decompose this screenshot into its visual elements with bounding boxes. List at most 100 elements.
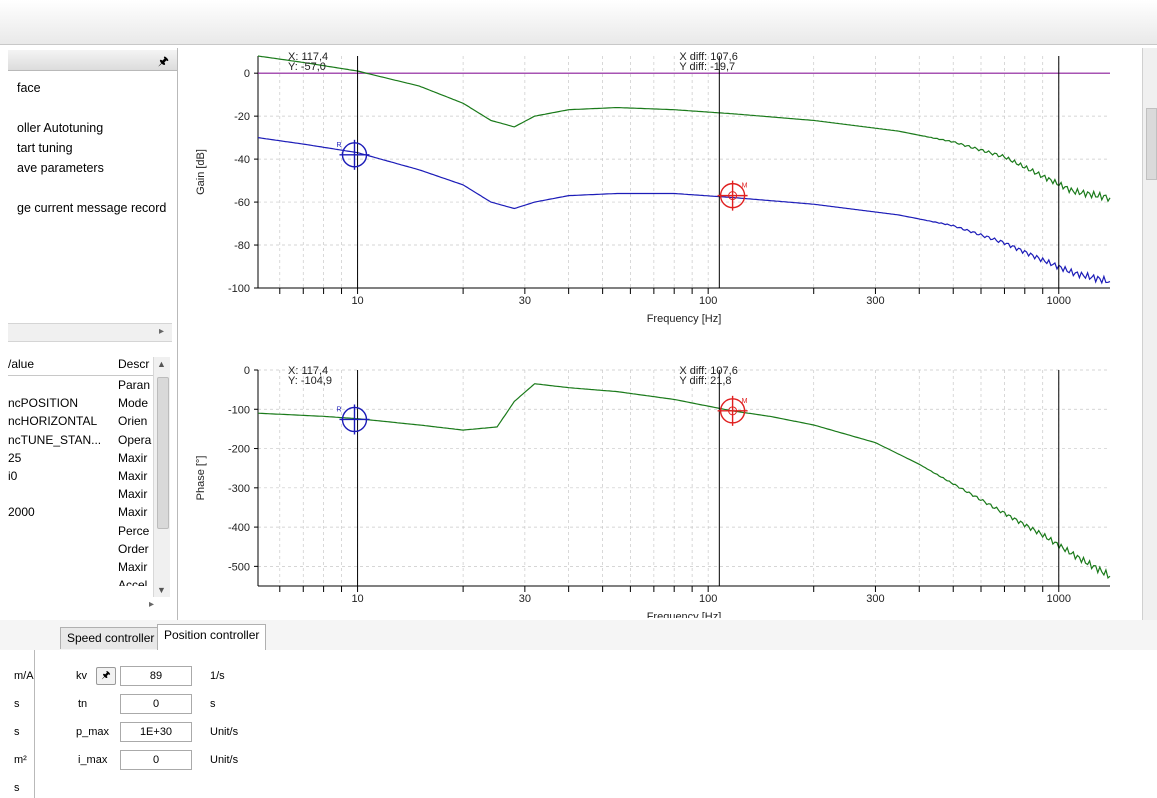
scrollbar-thumb[interactable] [157,377,169,529]
description-cell: Mode [118,396,149,411]
tree-item[interactable] [17,98,177,118]
column-header-description[interactable]: Descr [118,357,150,371]
tree-item[interactable]: tart tuning [17,141,73,155]
controller-settings-pane: m/A s s m² s kv 🖈 89 1/s tn 0 s p_max 1E… [0,650,1157,798]
y-tick-label: -500 [228,561,250,573]
description-cell: Maxir [118,468,148,483]
x-diff-readout: X diff: 107,6 [679,365,738,377]
y-tick-label: -80 [234,240,250,252]
series-line [257,55,1111,203]
parameter-grid: /alue Descr Paran ncPOSITION Mode ncHORIZ… [8,355,170,586]
y-diff-readout: Y diff: 21,8 [679,375,731,387]
cursor-x-readout: X: 117,4 [288,51,328,63]
pin-icon[interactable]: 🖈 [157,54,169,68]
y-tick-label: -100 [228,404,250,416]
kv-unit: 1/s [210,670,225,682]
value-cell[interactable]: ncHORIZONTAL [8,414,98,429]
tree-item[interactable]: oller Autotuning [17,121,104,135]
cursor-y-readout: Y: -104,9 [288,375,332,387]
description-cell: Opera [118,432,152,447]
y-tick-label: -300 [228,483,250,495]
kv-input[interactable]: 89 [120,666,192,686]
i-max-input[interactable]: 0 [120,750,192,770]
scroll-right-icon[interactable]: ▸ [148,599,154,610]
column-header-value[interactable]: /alue [8,357,35,371]
description-cell: Orien [118,414,148,429]
cursor-label: R [336,142,341,149]
x-tick-label: 30 [519,295,531,307]
grid-vertical-scrollbar[interactable]: ▲ ▼ [153,357,170,597]
x-tick-label: 100 [699,295,717,307]
value-cell[interactable]: 25 [8,450,22,465]
x-tick-label: 30 [519,593,531,605]
x-tick-label: 10 [351,593,363,605]
p-max-input[interactable]: 1E+30 [120,722,192,742]
value-cell[interactable]: ncPOSITION [8,396,79,411]
description-cell: Maxir [118,450,148,465]
controller-tabs: Speed controller Position controller [0,620,1157,651]
unit-label: m² [14,754,27,766]
cursor-center [728,406,738,416]
tn-input[interactable]: 0 [120,694,192,714]
tree-item[interactable]: ave parameters [17,161,104,175]
table-row[interactable]: ncHORIZONTAL Orien [8,412,170,430]
x-tick-label: 100 [699,593,717,605]
table-row[interactable]: ncPOSITION Mode [8,394,170,412]
tab-speed-controller[interactable]: Speed controller [60,627,162,649]
tn-unit: s [210,698,216,710]
scroll-right-icon[interactable]: ▸ [158,326,164,337]
table-row[interactable]: Order [8,540,170,558]
scroll-down-icon[interactable]: ▼ [157,585,166,595]
scroll-up-icon[interactable]: ▲ [157,359,166,369]
tree-item[interactable] [17,178,177,198]
bode-plot-area: 0 -20 -40 -60 -80 -100 10 30 100 300 1000 Frequency… [180,48,1140,623]
pin-icon[interactable]: 🖈 [96,667,116,685]
tree-horizontal-scrollbar[interactable]: ▸ [8,323,172,342]
tn-label: tn [78,698,88,710]
p-max-unit: Unit/s [210,726,239,738]
tree-item[interactable]: face [17,81,41,95]
table-row[interactable]: Paran [8,376,170,394]
scrollbar-thumb[interactable] [1146,108,1157,180]
y-axis-label: Phase [°] [195,456,207,501]
table-row[interactable]: Accel [8,576,170,586]
description-cell: Order [118,541,149,556]
cursor-label: M [742,183,748,190]
description-cell: Accel [118,578,148,587]
cursor-x-readout: X: 117,4 [288,365,328,377]
window-title-bar [0,0,1157,45]
table-row[interactable]: 2000 Maxir [8,503,170,521]
y-tick-label: -20 [234,111,250,123]
tree-item[interactable]: ge current message record [17,201,167,215]
table-row[interactable]: Maxir [8,485,170,503]
table-row[interactable]: 25 Maxir [8,449,170,467]
chart-vertical-scrollbar[interactable] [1142,48,1157,620]
cursor-y-readout: Y: -57,0 [288,61,326,73]
cursor-center [728,191,738,201]
value-cell[interactable]: ncTUNE_STAN... [8,432,102,447]
unit-label: s [14,726,20,738]
table-row[interactable]: Maxir [8,558,170,576]
i-max-label: i_max [78,754,108,766]
series-line [257,383,1111,579]
y-tick-label: -400 [228,522,250,534]
description-cell: Paran [118,378,151,392]
value-cell[interactable]: i0 [8,468,18,483]
tree-view: face oller Autotuning tart tuning ave pa… [17,78,177,218]
x-axis-label: Frequency [Hz] [647,611,722,618]
pane-divider [34,650,35,798]
series-line [257,137,1111,285]
x-tick-label: 1000 [1047,593,1071,605]
table-row[interactable]: ncTUNE_STAN... Opera [8,431,170,449]
i-max-unit: Unit/s [210,754,239,766]
splitter[interactable] [177,48,178,620]
y-tick-label: 0 [244,68,250,80]
tab-position-controller[interactable]: Position controller [157,624,267,650]
description-cell: Maxir [118,487,148,502]
table-row[interactable]: Perce [8,522,170,540]
table-row[interactable]: i0 Maxir [8,467,170,485]
x-tick-label: 10 [351,295,363,307]
value-cell[interactable]: 2000 [8,505,35,520]
grid-horizontal-scrollbar[interactable]: ▸ [8,597,170,613]
